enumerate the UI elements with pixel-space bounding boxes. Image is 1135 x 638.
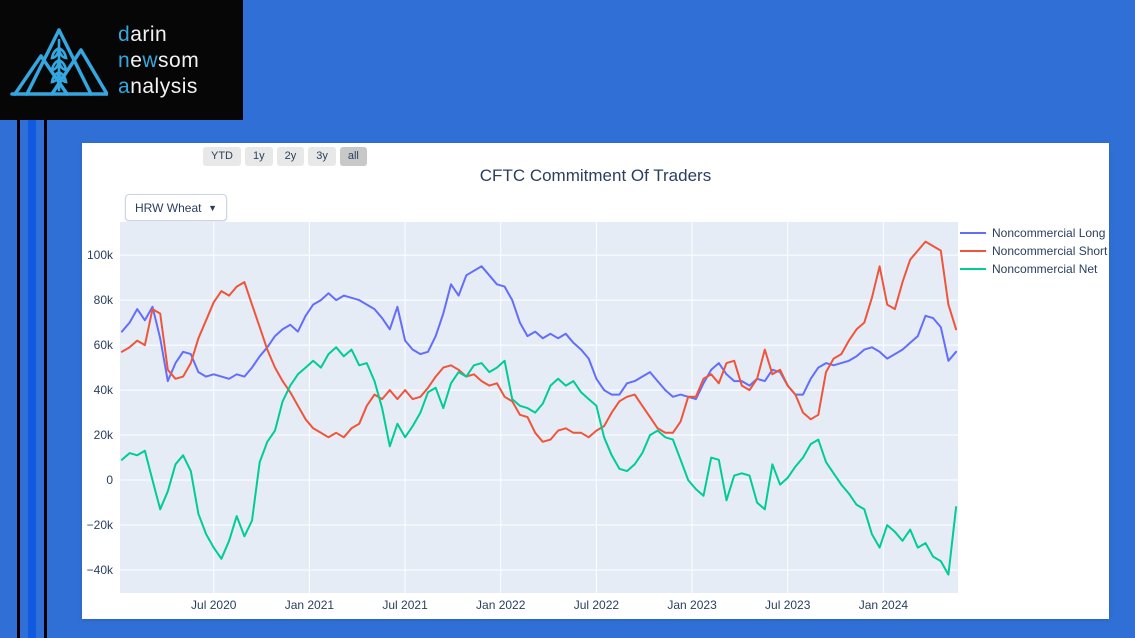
commodity-dropdown-value: HRW Wheat bbox=[135, 200, 202, 215]
svg-text:Jul 2020: Jul 2020 bbox=[191, 598, 237, 612]
svg-text:100k: 100k bbox=[87, 248, 114, 262]
long-line-swatch-icon bbox=[960, 232, 986, 234]
range-button-all[interactable]: all bbox=[339, 147, 367, 166]
svg-text:Jan 2024: Jan 2024 bbox=[859, 598, 909, 612]
logo-line-analysis: analysis bbox=[118, 75, 198, 98]
short-line-swatch-icon bbox=[960, 250, 986, 252]
legend: Noncommercial Long Noncommercial Short N… bbox=[960, 224, 1107, 278]
legend-label: Noncommercial Net bbox=[992, 262, 1098, 276]
legend-label: Noncommercial Long bbox=[992, 226, 1106, 240]
legend-item-noncommercial-short[interactable]: Noncommercial Short bbox=[960, 242, 1107, 260]
svg-text:80k: 80k bbox=[94, 293, 114, 307]
range-button-3y[interactable]: 3y bbox=[308, 147, 336, 166]
legend-item-noncommercial-net[interactable]: Noncommercial Net bbox=[960, 260, 1107, 278]
logo: darin newsom analysis bbox=[0, 0, 243, 120]
plot-area[interactable]: Jul 2020 Jan 2021 Jul 2021 Jan 2022 Jul 2022… bbox=[82, 143, 1109, 619]
svg-text:40k: 40k bbox=[94, 383, 114, 397]
decoration-stripe-dark-left bbox=[17, 120, 20, 638]
svg-text:−40k: −40k bbox=[87, 563, 114, 577]
svg-text:Jan 2022: Jan 2022 bbox=[476, 598, 526, 612]
range-button-1y[interactable]: 1y bbox=[245, 147, 273, 166]
net-line-swatch-icon bbox=[960, 268, 986, 270]
logo-line-newsom: newsom bbox=[118, 49, 200, 72]
svg-text:Jul 2021: Jul 2021 bbox=[382, 598, 428, 612]
range-button-2y[interactable]: 2y bbox=[276, 147, 305, 166]
legend-label: Noncommercial Short bbox=[992, 244, 1108, 258]
chart-card: YTD 1y 2y 3y all CFTC Commitment Of Trad… bbox=[82, 143, 1109, 619]
legend-item-noncommercial-long[interactable]: Noncommercial Long bbox=[960, 224, 1107, 242]
decoration-stripe-bright bbox=[28, 120, 36, 638]
svg-text:Jan 2021: Jan 2021 bbox=[285, 598, 335, 612]
svg-text:Jul 2022: Jul 2022 bbox=[574, 598, 620, 612]
logo-wordmark: darin newsom analysis bbox=[118, 22, 199, 100]
logo-line-darin: darin bbox=[118, 23, 168, 46]
svg-text:Jul 2023: Jul 2023 bbox=[765, 598, 811, 612]
svg-text:Jan 2023: Jan 2023 bbox=[667, 598, 717, 612]
svg-text:−20k: −20k bbox=[87, 518, 114, 532]
range-selector: YTD 1y 2y 3y all bbox=[203, 147, 367, 166]
decoration-stripe-dark-right bbox=[44, 120, 47, 638]
mountains-wheat-icon bbox=[10, 28, 108, 96]
chevron-down-icon: ▼ bbox=[208, 202, 217, 213]
svg-text:60k: 60k bbox=[94, 338, 114, 352]
range-button-ytd[interactable]: YTD bbox=[203, 147, 241, 166]
commodity-dropdown[interactable]: HRW Wheat ▼ bbox=[125, 194, 227, 221]
svg-text:0: 0 bbox=[106, 473, 113, 487]
svg-text:20k: 20k bbox=[94, 428, 114, 442]
chart-title: CFTC Commitment Of Traders bbox=[479, 166, 712, 185]
